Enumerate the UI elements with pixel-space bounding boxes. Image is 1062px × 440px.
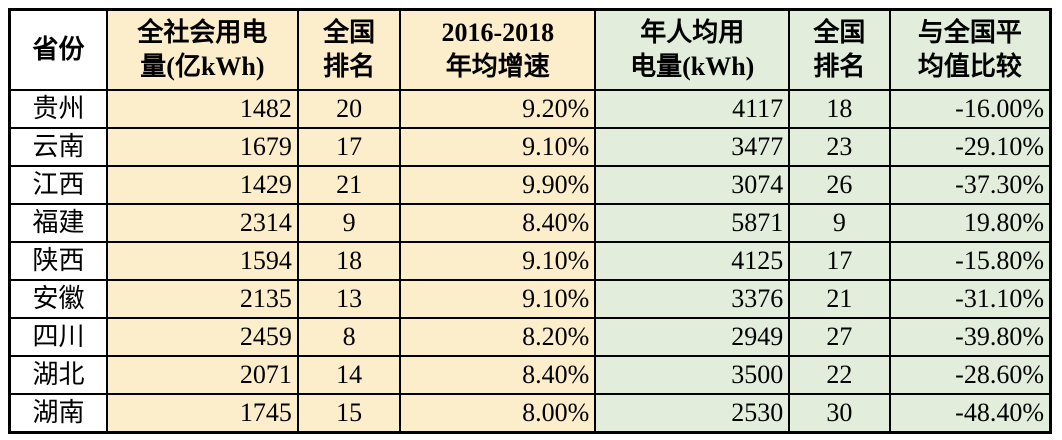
cell-avg-growth: 9.20%	[399, 89, 597, 129]
column-header-per-capita: 年人均用 电量(kWh)	[594, 8, 791, 91]
table-row: 湖北 2071 14 8.40% 3500 22 -28.60%	[8, 355, 1052, 395]
cell-avg-growth: 9.10%	[399, 241, 597, 281]
table-row: 福建 2314 9 8.40% 5871 9 19.80%	[8, 203, 1052, 243]
cell-total-consumption: 1594	[105, 241, 299, 281]
cell-vs-national-avg: -16.00%	[888, 89, 1052, 129]
cell-national-rank-pc: 21	[788, 279, 891, 319]
cell-vs-national-avg: 19.80%	[888, 203, 1052, 243]
province-cell: 江西	[8, 165, 108, 205]
cell-national-rank-total: 13	[296, 279, 402, 319]
cell-per-capita: 5871	[594, 203, 791, 243]
province-cell: 福建	[8, 203, 108, 243]
province-cell: 湖南	[8, 393, 108, 434]
column-header-avg-growth: 2016-2018 年均增速	[399, 8, 597, 91]
cell-avg-growth: 8.40%	[399, 355, 597, 395]
cell-national-rank-total: 18	[296, 241, 402, 281]
cell-national-rank-total: 14	[296, 355, 402, 395]
province-cell: 四川	[8, 317, 108, 357]
cell-avg-growth: 8.20%	[399, 317, 597, 357]
cell-total-consumption: 2071	[105, 355, 299, 395]
cell-national-rank-total: 15	[296, 393, 402, 434]
cell-per-capita: 4125	[594, 241, 791, 281]
cell-vs-national-avg: -15.80%	[888, 241, 1052, 281]
cell-per-capita: 3500	[594, 355, 791, 395]
cell-vs-national-avg: -31.10%	[888, 279, 1052, 319]
cell-per-capita: 3477	[594, 127, 791, 167]
cell-national-rank-total: 21	[296, 165, 402, 205]
cell-total-consumption: 1679	[105, 127, 299, 167]
cell-vs-national-avg: -28.60%	[888, 355, 1052, 395]
table-row: 贵州 1482 20 9.20% 4117 18 -16.00%	[8, 89, 1052, 129]
table-row: 湖南 1745 15 8.00% 2530 30 -48.40%	[8, 393, 1052, 434]
cell-avg-growth: 9.10%	[399, 279, 597, 319]
cell-national-rank-pc: 23	[788, 127, 891, 167]
column-header-total-consumption: 全社会用电 量(亿kWh)	[105, 8, 299, 91]
table-header: 省份 全社会用电 量(亿kWh) 全国 排名 2016-2018 年均增速 年人…	[8, 8, 1052, 91]
table-row: 四川 2459 8 8.20% 2949 27 -39.80%	[8, 317, 1052, 357]
cell-national-rank-total: 17	[296, 127, 402, 167]
cell-per-capita: 3376	[594, 279, 791, 319]
cell-national-rank-pc: 9	[788, 203, 891, 243]
cell-national-rank-total: 9	[296, 203, 402, 243]
cell-total-consumption: 2459	[105, 317, 299, 357]
cell-total-consumption: 1745	[105, 393, 299, 434]
cell-per-capita: 4117	[594, 89, 791, 129]
cell-per-capita: 2530	[594, 393, 791, 434]
header-row: 省份 全社会用电 量(亿kWh) 全国 排名 2016-2018 年均增速 年人…	[8, 8, 1052, 91]
cell-national-rank-pc: 17	[788, 241, 891, 281]
province-cell: 云南	[8, 127, 108, 167]
cell-national-rank-pc: 26	[788, 165, 891, 205]
province-cell: 贵州	[8, 89, 108, 129]
cell-per-capita: 2949	[594, 317, 791, 357]
table-row: 陕西 1594 18 9.10% 4125 17 -15.80%	[8, 241, 1052, 281]
cell-total-consumption: 2314	[105, 203, 299, 243]
column-header-national-rank-total: 全国 排名	[296, 8, 402, 91]
cell-national-rank-pc: 27	[788, 317, 891, 357]
cell-avg-growth: 8.00%	[399, 393, 597, 434]
column-header-national-rank-pc: 全国 排名	[788, 8, 891, 91]
cell-national-rank-pc: 18	[788, 89, 891, 129]
cell-per-capita: 3074	[594, 165, 791, 205]
table-row: 江西 1429 21 9.90% 3074 26 -37.30%	[8, 165, 1052, 205]
column-header-vs-national-avg: 与全国平 均值比较	[888, 8, 1052, 91]
cell-national-rank-pc: 22	[788, 355, 891, 395]
cell-avg-growth: 8.40%	[399, 203, 597, 243]
cell-national-rank-total: 8	[296, 317, 402, 357]
table-row: 云南 1679 17 9.10% 3477 23 -29.10%	[8, 127, 1052, 167]
cell-avg-growth: 9.90%	[399, 165, 597, 205]
provincial-electricity-consumption-table: 省份 全社会用电 量(亿kWh) 全国 排名 2016-2018 年均增速 年人…	[8, 8, 1052, 434]
cell-vs-national-avg: -29.10%	[888, 127, 1052, 167]
cell-national-rank-pc: 30	[788, 393, 891, 434]
cell-vs-national-avg: -37.30%	[888, 165, 1052, 205]
province-cell: 湖北	[8, 355, 108, 395]
province-cell: 陕西	[8, 241, 108, 281]
cell-vs-national-avg: -48.40%	[888, 393, 1052, 434]
cell-total-consumption: 1429	[105, 165, 299, 205]
province-cell: 安徽	[8, 279, 108, 319]
cell-vs-national-avg: -39.80%	[888, 317, 1052, 357]
column-header-province: 省份	[8, 8, 108, 91]
cell-national-rank-total: 20	[296, 89, 402, 129]
cell-total-consumption: 2135	[105, 279, 299, 319]
cell-total-consumption: 1482	[105, 89, 299, 129]
table-row: 安徽 2135 13 9.10% 3376 21 -31.10%	[8, 279, 1052, 319]
table-body: 贵州 1482 20 9.20% 4117 18 -16.00% 云南 1679 17 9.10% 3…	[8, 89, 1052, 434]
cell-avg-growth: 9.10%	[399, 127, 597, 167]
